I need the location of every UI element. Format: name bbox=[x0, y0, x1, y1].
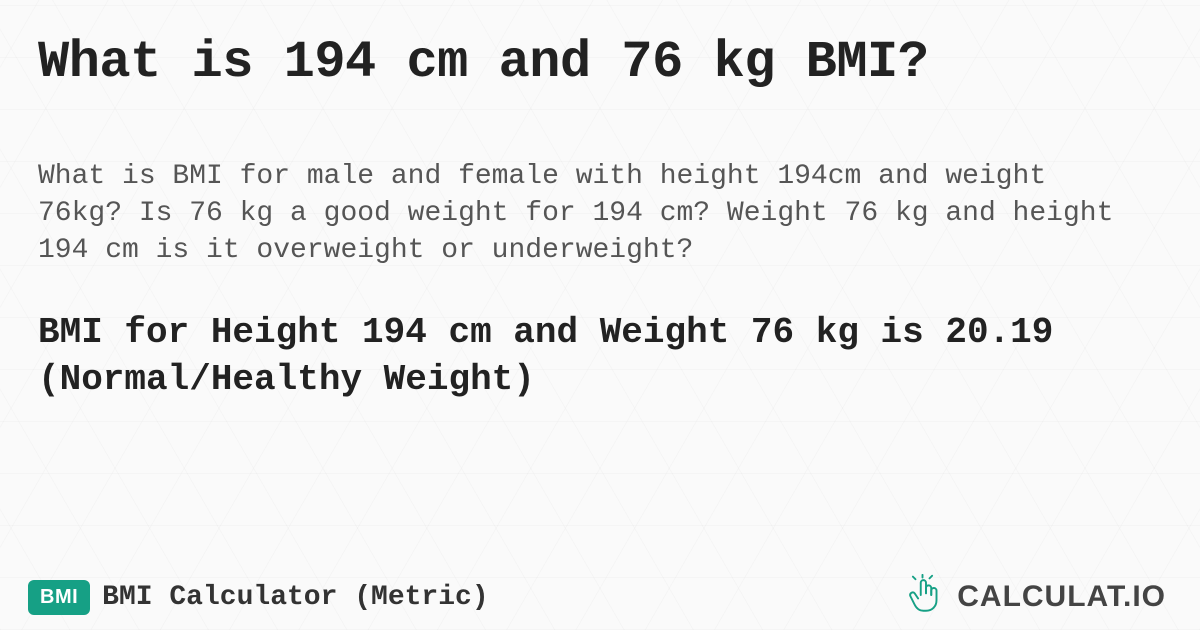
hand-pointer-icon bbox=[905, 574, 947, 621]
footer-bar: BMI BMI Calculator (Metric) CALCULAT.IO bbox=[0, 564, 1200, 630]
result-heading: BMI for Height 194 cm and Weight 76 kg i… bbox=[38, 310, 1138, 404]
brand-text: CALCULAT.IO bbox=[957, 580, 1166, 614]
footer-label: BMI Calculator (Metric) bbox=[102, 582, 488, 613]
intro-paragraph: What is BMI for male and female with hei… bbox=[38, 159, 1138, 270]
footer-left: BMI BMI Calculator (Metric) bbox=[28, 580, 489, 615]
footer-right: CALCULAT.IO bbox=[905, 574, 1166, 621]
bmi-badge: BMI bbox=[28, 580, 90, 615]
main-content: What is 194 cm and 76 kg BMI? What is BM… bbox=[0, 0, 1200, 404]
page-title: What is 194 cm and 76 kg BMI? bbox=[38, 34, 1162, 91]
